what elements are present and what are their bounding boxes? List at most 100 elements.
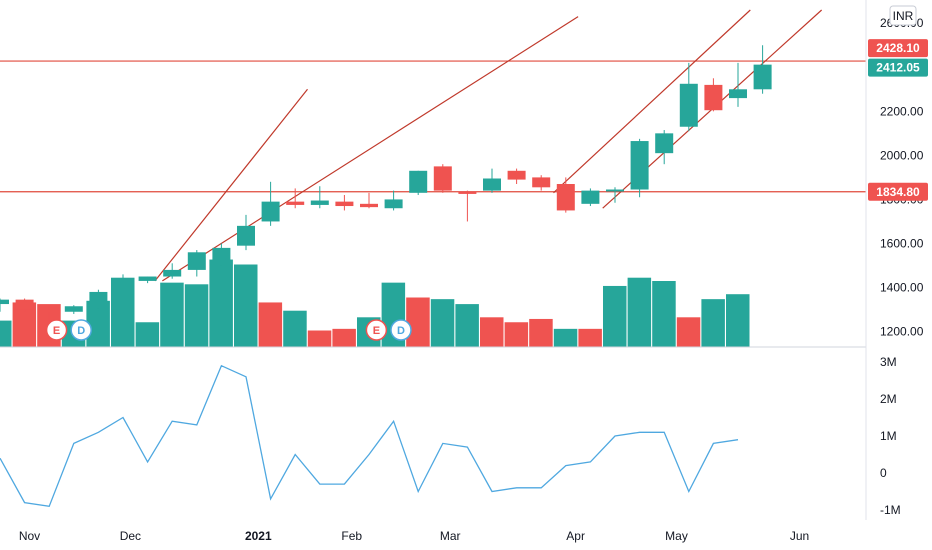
candle[interactable] bbox=[630, 138, 649, 198]
candle[interactable] bbox=[335, 195, 354, 211]
candle[interactable] bbox=[261, 181, 280, 226]
trend-line[interactable] bbox=[162, 16, 579, 282]
candle[interactable] bbox=[187, 250, 206, 277]
volume-bar bbox=[160, 282, 184, 347]
time-tick-label: Apr bbox=[566, 529, 585, 543]
event-badge[interactable]: E bbox=[45, 319, 68, 341]
currency-badge[interactable]: INR bbox=[889, 5, 917, 26]
volume-bar bbox=[111, 277, 135, 347]
volume-bar bbox=[86, 300, 110, 347]
candle[interactable] bbox=[433, 164, 452, 193]
price-tick-label: 1600.00 bbox=[880, 236, 924, 250]
price-label-text: 1834.80 bbox=[876, 185, 920, 199]
candle[interactable] bbox=[581, 188, 600, 207]
time-tick-label: 2021 bbox=[245, 529, 272, 543]
candle-body bbox=[679, 83, 698, 127]
volume-bar bbox=[209, 259, 233, 347]
candle[interactable] bbox=[409, 170, 428, 196]
candle[interactable] bbox=[212, 243, 231, 273]
price-label: 2412.05 bbox=[868, 58, 928, 77]
volume-bar bbox=[676, 317, 701, 347]
volume-bar bbox=[406, 297, 430, 347]
candle[interactable] bbox=[15, 298, 34, 312]
volume-bar bbox=[184, 284, 209, 347]
candle[interactable] bbox=[655, 130, 674, 165]
trend-line[interactable] bbox=[154, 88, 308, 282]
volume-bar bbox=[652, 281, 676, 347]
currency-label: INR bbox=[893, 9, 914, 23]
time-axis[interactable]: Nov Dec 2021 Feb Mar Apr May Jun bbox=[19, 529, 809, 543]
price-axis-panel[interactable] bbox=[866, 0, 932, 550]
volume-bar bbox=[307, 330, 332, 347]
volume-bar bbox=[332, 328, 356, 347]
volume-bar bbox=[258, 302, 283, 347]
candle-body bbox=[0, 299, 9, 305]
candle[interactable] bbox=[704, 78, 723, 112]
event-badge-circle bbox=[45, 319, 68, 341]
candle[interactable] bbox=[0, 298, 9, 312]
candle-body bbox=[114, 280, 132, 291]
oscillator-tick-label: -1M bbox=[880, 503, 901, 517]
candle[interactable] bbox=[138, 276, 157, 284]
candle[interactable] bbox=[310, 186, 329, 209]
oscillator-axis-ticks: 3M 2M 1M 0 -1M bbox=[880, 355, 901, 517]
candle[interactable] bbox=[606, 187, 624, 203]
candle[interactable] bbox=[360, 192, 378, 209]
price-tick-label: 1400.00 bbox=[880, 281, 924, 295]
candle[interactable] bbox=[483, 168, 501, 193]
event-badge[interactable]: D bbox=[70, 319, 92, 341]
candle-body bbox=[409, 170, 428, 193]
candle[interactable] bbox=[679, 62, 698, 132]
time-tick-label: Nov bbox=[19, 529, 40, 543]
volume-bar bbox=[529, 318, 553, 347]
horizontal-levels bbox=[0, 60, 866, 193]
candle[interactable] bbox=[163, 263, 182, 279]
candle[interactable] bbox=[114, 274, 132, 294]
candle-body bbox=[655, 133, 674, 154]
candle-body bbox=[630, 141, 649, 190]
volume-bar bbox=[603, 285, 627, 347]
time-tick-label: May bbox=[665, 529, 688, 543]
candlesticks[interactable] bbox=[0, 45, 772, 323]
candle[interactable] bbox=[286, 188, 305, 209]
candle[interactable] bbox=[384, 190, 403, 211]
candle[interactable] bbox=[89, 289, 108, 311]
event-badge-circle bbox=[70, 319, 92, 341]
volume-bar bbox=[701, 299, 725, 347]
candle-body bbox=[335, 201, 354, 207]
oscillator-line bbox=[0, 364, 739, 508]
oscillator-tick-label: 2M bbox=[880, 392, 897, 406]
candle[interactable] bbox=[237, 214, 255, 251]
event-badge[interactable]: D bbox=[390, 319, 412, 341]
candle-body bbox=[286, 201, 305, 205]
price-label-box bbox=[868, 182, 928, 201]
time-tick-label: Feb bbox=[341, 529, 362, 543]
event-badge[interactable]: E bbox=[365, 319, 388, 341]
price-label-box bbox=[868, 58, 928, 77]
volume-bar bbox=[0, 320, 12, 347]
candle-body bbox=[556, 184, 575, 211]
price-labels: 2428.10 2412.05 1834.80 bbox=[868, 39, 928, 201]
event-badge-letter: D bbox=[397, 325, 405, 337]
candle-body bbox=[532, 177, 551, 188]
event-badge-letter: E bbox=[373, 325, 380, 337]
time-tick-label: Mar bbox=[440, 529, 461, 543]
candle[interactable] bbox=[532, 175, 551, 191]
price-tick-label: 2000.00 bbox=[880, 148, 924, 162]
candle-body bbox=[458, 191, 477, 194]
event-badge-letter: D bbox=[77, 325, 85, 337]
candle[interactable] bbox=[507, 168, 526, 185]
trend-line[interactable] bbox=[553, 9, 751, 194]
candle[interactable] bbox=[458, 190, 477, 222]
candle[interactable] bbox=[40, 305, 59, 323]
candle-body bbox=[606, 189, 624, 192]
candle[interactable] bbox=[556, 177, 575, 213]
candle[interactable] bbox=[729, 62, 747, 107]
candle[interactable] bbox=[753, 45, 772, 94]
candle-body bbox=[187, 252, 206, 270]
candle[interactable] bbox=[64, 305, 83, 314]
price-label-text: 2428.10 bbox=[876, 41, 920, 55]
volume-bar bbox=[455, 304, 479, 347]
